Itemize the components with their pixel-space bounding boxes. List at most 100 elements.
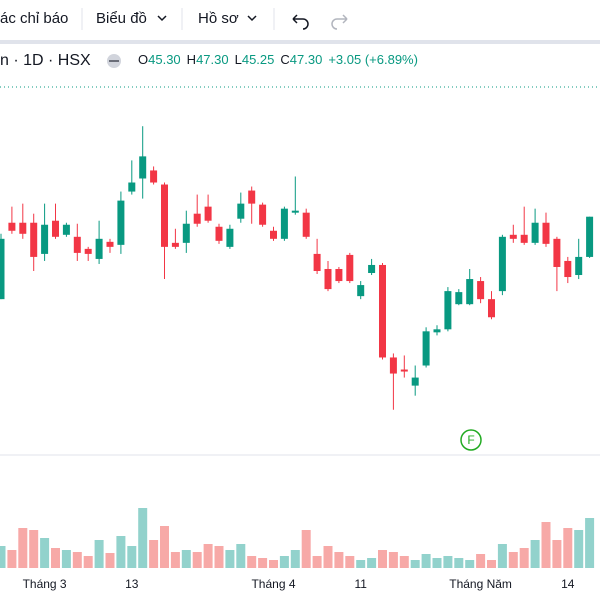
volume-bar [116,536,126,568]
x-tick-label: 14 [561,577,575,591]
candle-body [259,204,267,225]
volume-bar [279,556,289,568]
candle-body [139,156,147,179]
volume-bar [61,550,71,568]
volume-bar [18,528,28,568]
candle-body [357,285,365,297]
candle-body [520,234,528,243]
volume-bar [72,552,82,568]
volume-bar [323,546,333,568]
candle-body [291,210,299,213]
x-tick-label: Tháng 4 [251,577,295,591]
volume-bar [574,530,584,568]
ohlc-legend: O45.30 H47.30 L45.25 C47.30 +3.05 (+6.89%) [138,52,418,67]
candle-body [150,170,158,183]
volume-bar [29,530,39,568]
volume-bar [7,550,17,568]
candle-body [248,190,256,204]
volume-bar [519,548,529,568]
volume-bar [454,558,464,568]
x-tick-label: 13 [125,577,139,591]
volume-bar [388,552,398,568]
volume-bar [465,560,475,568]
x-tick-label: 11 [354,577,367,591]
candle-body [84,248,92,254]
candle-body [73,236,81,253]
redo-button[interactable] [331,14,348,30]
volume-bar [421,554,431,568]
volume-bar [367,558,377,568]
ohlc-label: L [235,52,242,67]
candle-body [324,268,332,290]
candle-body [531,222,539,243]
toolbar-border [0,40,600,44]
candle-body [575,256,583,276]
candle-body [379,264,386,358]
profile-button[interactable]: Hồ sơ [198,10,239,27]
candle-body [30,222,38,257]
ohlc-value: 47.30 [196,52,229,67]
volume-bar [247,556,257,568]
indicators-button[interactable]: ác chỉ báo [0,10,68,27]
candle-body [226,228,234,247]
candle-body [270,230,277,239]
volume-bar [269,560,278,568]
volume-bar [170,552,180,568]
candle-body [422,331,430,366]
volume-bar [290,550,300,568]
ohlc-value: 45.25 [242,52,275,67]
volume-bar [476,554,486,568]
toolbar [0,0,600,40]
undo-button[interactable] [292,14,309,30]
volume-bar [508,552,518,568]
volume-bar [236,544,246,568]
chart-button[interactable]: Biểu đồ [96,10,147,27]
candle-body [553,238,561,267]
volume-bar [258,558,268,568]
marker[interactable] [460,429,482,451]
ohlc-label: C [280,52,289,67]
candle-body [313,253,321,271]
volume-bar [192,552,202,568]
ohlc-value: 45.30 [148,52,181,67]
volume-bar [83,556,93,568]
candle-body [171,242,179,247]
candle-body [8,222,16,231]
candle-body [542,222,550,244]
candle-body [389,357,397,374]
candle-body [368,264,376,274]
volume-bar [563,528,573,568]
candle-body [488,299,495,318]
volume-bar [214,546,224,568]
volume-bar [160,526,169,568]
volume-bar [487,560,496,568]
candle-body [400,369,408,372]
candle-body [302,212,310,237]
volume-bar [432,558,442,568]
candle-body [455,292,463,305]
ohlc-label: O [138,52,148,67]
candle-body [477,281,485,300]
change: +3.05 (+6.89%) [328,52,418,67]
candle-body [433,329,441,333]
volume-bar [530,540,540,568]
candle-body [182,223,190,243]
candle-body [564,260,572,278]
volume-bar [312,556,322,568]
volume-bar [0,546,6,568]
x-tick-label: Tháng 3 [23,577,67,591]
chevron [247,15,257,22]
candle-body [19,222,27,234]
symbol: n · 1D · HSX [0,52,91,69]
candle-body [215,226,223,241]
candle-body [466,279,474,305]
volume-bar [345,556,355,568]
candle-body [498,236,506,292]
candle-body [280,208,288,239]
ohlc-text: O45.30 H47.30 L45.25 C47.30 +3.05 (+6.89%) [138,52,418,67]
candle-body [193,213,201,224]
candle-body [52,220,59,237]
candle-body [106,241,114,247]
volume-bar [301,530,311,568]
